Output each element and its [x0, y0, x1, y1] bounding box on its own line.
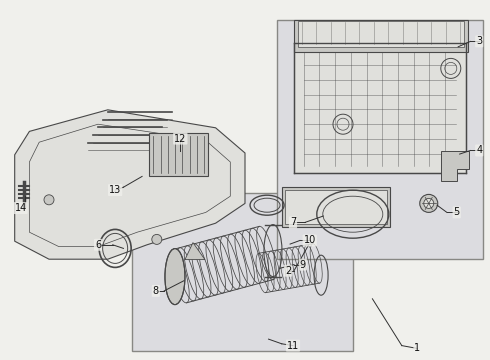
- Text: 9: 9: [300, 260, 306, 270]
- Text: 11: 11: [287, 341, 299, 351]
- Ellipse shape: [165, 249, 185, 305]
- Bar: [294, 20, 468, 52]
- Circle shape: [424, 198, 434, 208]
- Circle shape: [152, 234, 162, 244]
- Text: 6: 6: [95, 240, 101, 250]
- Text: 2: 2: [285, 266, 291, 276]
- Bar: [149, 133, 208, 176]
- Text: 13: 13: [109, 185, 122, 195]
- Polygon shape: [185, 243, 205, 260]
- Text: 10: 10: [304, 235, 316, 246]
- Bar: [282, 187, 390, 227]
- Text: 4: 4: [476, 145, 482, 156]
- Text: 7: 7: [290, 217, 296, 228]
- Text: 5: 5: [454, 207, 460, 217]
- Text: 8: 8: [153, 286, 159, 296]
- Circle shape: [420, 194, 438, 212]
- Bar: [277, 20, 483, 259]
- Circle shape: [44, 195, 54, 205]
- Polygon shape: [15, 110, 245, 259]
- Text: 1: 1: [415, 343, 420, 354]
- Bar: [132, 193, 353, 351]
- Bar: [285, 190, 387, 224]
- Text: 12: 12: [174, 134, 187, 144]
- Polygon shape: [441, 151, 469, 181]
- Text: 14: 14: [15, 203, 27, 213]
- Text: 3: 3: [476, 36, 482, 46]
- Polygon shape: [294, 43, 466, 173]
- Bar: [298, 21, 464, 47]
- Polygon shape: [29, 124, 230, 247]
